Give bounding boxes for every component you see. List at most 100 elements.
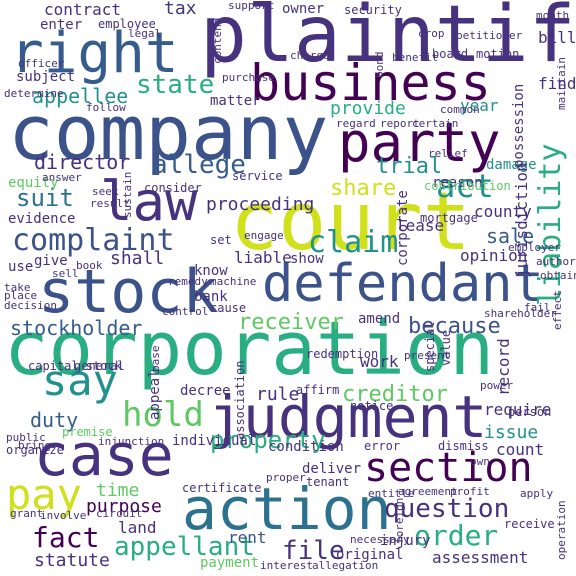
word-book: proper <box>266 471 306 484</box>
word-say: say <box>42 356 118 405</box>
word-property: property <box>210 426 326 454</box>
word-sell: organize <box>6 443 64 457</box>
word-fail: seek <box>92 185 119 198</box>
word-require: require <box>484 400 552 419</box>
word-decree: decree <box>180 383 231 399</box>
word-contract: contract <box>44 0 122 19</box>
word-employer: machine <box>210 275 257 288</box>
word-operation: sustain <box>121 171 134 218</box>
word-land: land <box>118 518 157 537</box>
word-judgment: judgment <box>208 383 488 451</box>
word-act: act <box>436 167 494 205</box>
word-error: receive <box>504 517 555 531</box>
word-determine: involve <box>40 509 87 522</box>
word-assessment: assessment <box>432 548 529 567</box>
word-rule: rule <box>256 384 300 405</box>
word-statute: statute <box>34 550 110 571</box>
word-grant: original <box>336 547 404 563</box>
word-decision: circuit <box>96 507 143 520</box>
word-corporation: corporation <box>4 306 495 392</box>
word-allegation: mortgage <box>420 211 478 225</box>
word-rent: rent <box>228 528 267 547</box>
word-suit: suit <box>16 184 74 212</box>
word-service: benefit <box>392 51 439 64</box>
word-action: action <box>182 475 392 543</box>
word-sale: sale <box>486 224 535 248</box>
word-proceeding: proceeding <box>206 194 315 215</box>
word-way: petitioner <box>456 29 523 42</box>
word-opinion: opinion <box>460 246 528 265</box>
word-use: use <box>8 259 34 275</box>
word-matter: matter <box>210 93 261 109</box>
word-crop: common <box>440 103 480 116</box>
word-evidence: evidence <box>8 211 76 227</box>
word-complaint: complaint <box>12 223 175 258</box>
word-time: time <box>96 480 140 501</box>
word-employee: employee <box>98 17 156 31</box>
word-question: question <box>384 494 510 524</box>
word-pay: pay <box>6 470 82 519</box>
word-trial: trial <box>376 154 443 179</box>
word-payment: contribution <box>424 179 511 193</box>
word-result: cause <box>210 301 247 315</box>
word-count: count <box>496 440 545 459</box>
word-special: profit <box>450 485 490 498</box>
word-engage: relief <box>428 147 468 160</box>
word-jurisdiction: jurisdiction <box>512 162 531 278</box>
word-law: law <box>100 170 198 233</box>
word-section: section <box>364 445 533 491</box>
word-bring: affirm <box>296 383 340 397</box>
word-authority: remedy <box>168 275 208 288</box>
word-equity: equity <box>8 175 59 191</box>
word-show: show <box>290 251 324 267</box>
word-cause: bring <box>18 439 52 452</box>
word-machine: base <box>149 345 162 373</box>
word-receive: condition <box>268 439 344 455</box>
word-agreement: public <box>6 431 46 444</box>
word-file: file <box>282 536 345 566</box>
word-value: apply <box>520 487 554 500</box>
word-relief: book <box>76 259 103 272</box>
word-redemption: error <box>364 439 401 453</box>
word-stockholder: stockholder <box>10 316 143 340</box>
word-possession: possession <box>511 83 527 168</box>
word-association: special <box>423 321 437 372</box>
word-apply: individual <box>172 433 257 449</box>
word-tax: tax <box>164 0 197 19</box>
word-regard: determine <box>4 87 64 100</box>
word-common: sell <box>52 267 79 280</box>
word-appellee: appellee <box>32 84 129 108</box>
word-state: state <box>136 70 215 100</box>
word-public: necessary <box>350 533 410 546</box>
word-contribution: follow <box>86 101 126 114</box>
word-company: company <box>8 88 329 177</box>
word-bank: bank <box>194 289 228 305</box>
word-control: injunction <box>98 435 165 448</box>
word-capital-stock: entitle <box>368 487 415 500</box>
word-right: right <box>10 21 179 86</box>
word-appeal: appeal <box>147 369 163 420</box>
word-fact: fact <box>32 521 100 554</box>
word-party: party <box>338 111 501 174</box>
word-answer: own <box>470 455 490 468</box>
word-seek: set <box>210 233 232 247</box>
word-motion: charge <box>290 49 330 62</box>
word-foreign: redemption <box>306 347 379 361</box>
word-take: contend <box>211 17 224 64</box>
word-remedy: foreign <box>393 497 406 544</box>
word-involve: obtain <box>540 269 576 282</box>
word-purchase: regard <box>336 117 376 130</box>
word-certain: place <box>4 289 38 302</box>
word-find: find <box>538 74 576 93</box>
word-base: present <box>404 349 451 362</box>
word-injury: injury <box>380 533 431 549</box>
word-petitioner: certain <box>412 117 459 130</box>
word-court: court <box>230 175 471 268</box>
word-lease: lease <box>396 216 445 235</box>
word-work: work <box>360 352 399 371</box>
word-case: case <box>34 421 174 489</box>
word-power: tenant <box>306 475 350 489</box>
word-premise: payment <box>200 555 260 571</box>
word-deliver: grant <box>10 507 44 520</box>
word-condition: interest <box>260 559 313 572</box>
